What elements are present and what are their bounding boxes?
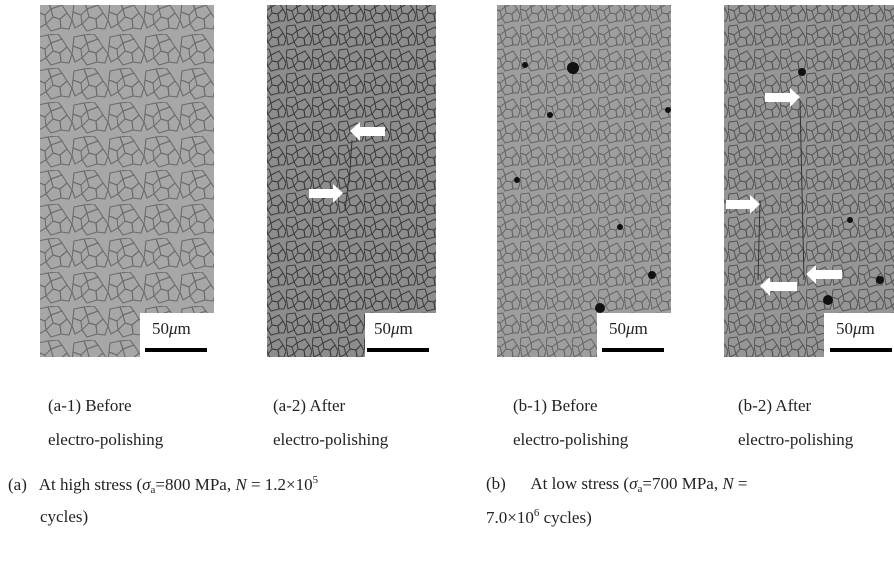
text: N [722, 474, 734, 493]
scale-label: 50μm [836, 319, 875, 339]
text: a [150, 484, 156, 496]
panel-b2 [724, 5, 894, 357]
panel-caption: (a-1) Before [48, 396, 132, 415]
text: 50 [152, 319, 169, 338]
group-caption: cycles) [40, 507, 89, 526]
text: =800 MPa, [155, 475, 236, 494]
text: 50 [609, 319, 626, 338]
text: σ [629, 474, 638, 493]
group-caption: (b) At low stress (σa=700 MPa, N = [486, 474, 748, 495]
text: μ [391, 319, 400, 338]
text: 6 [533, 507, 540, 519]
panel-caption: (a-2) After [273, 396, 346, 415]
text: 50 [374, 319, 391, 338]
panel-caption: (b-2) After [738, 396, 812, 415]
panel-caption: electro-polishing [48, 430, 164, 449]
text: (b) [486, 474, 506, 493]
text: =700 MPa, [642, 474, 723, 493]
text: μ [853, 319, 862, 338]
text: μ [626, 319, 635, 338]
scale-bars [140, 313, 894, 357]
panel-caption: electro-polishing [738, 430, 854, 449]
text: N [235, 475, 247, 494]
text: cycles) [539, 508, 592, 527]
panel-b1 [497, 5, 671, 357]
text: m [861, 319, 875, 338]
group-caption: (a) At high stress (σa=800 MPa, N = 1.2×… [8, 474, 318, 496]
scale-label: 50μm [374, 319, 413, 339]
text: m [634, 319, 648, 338]
text: μ [169, 319, 178, 338]
panel-a1 [40, 5, 214, 357]
text: = [733, 474, 748, 493]
text: a [637, 483, 643, 495]
panel-caption: (b-1) Before [513, 396, 598, 415]
scale-label: 50μm [152, 319, 191, 339]
panel-caption: electro-polishing [513, 430, 629, 449]
text: m [399, 319, 413, 338]
text: = 1.2×10 [246, 475, 313, 494]
group-caption: 7.0×106 cycles) [486, 507, 592, 528]
text: m [177, 319, 191, 338]
text: 50 [836, 319, 853, 338]
text: At high stress ( [38, 475, 143, 494]
scale-label: 50μm [609, 319, 648, 339]
text: At low stress ( [530, 474, 630, 493]
text: 7.0×10 [486, 508, 534, 527]
panel-a2 [267, 5, 436, 357]
panel-caption: electro-polishing [273, 430, 389, 449]
text: σ [142, 475, 151, 494]
text: 5 [312, 474, 319, 486]
text: (a) [8, 475, 27, 494]
